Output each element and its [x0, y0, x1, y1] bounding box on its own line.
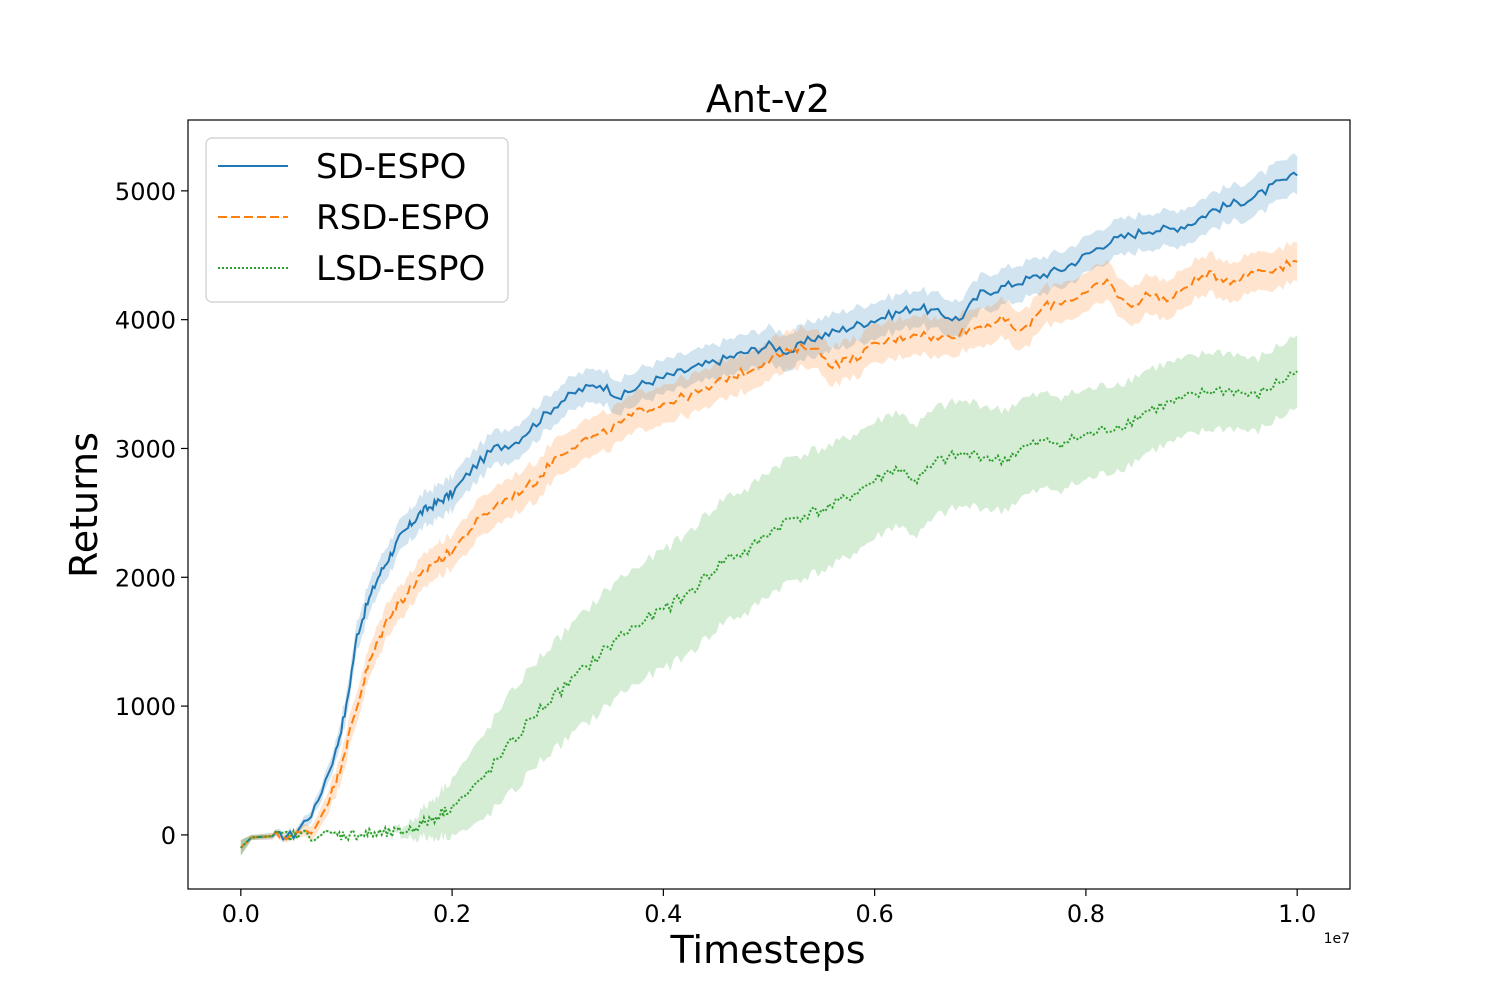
band-sd-espo — [240, 153, 1298, 856]
legend: SD-ESPO RSD-ESPO LSD-ESPO — [205, 137, 509, 303]
legend-box — [205, 137, 509, 303]
x-axis-title: Timesteps — [670, 928, 866, 972]
x-tick-label: 1.0 — [1278, 900, 1316, 928]
band-rsd-espo — [240, 241, 1298, 856]
y-axis-ticks: 0 1000 2000 3000 4000 5000 — [115, 178, 188, 850]
x-tick-label: 0.6 — [856, 900, 894, 928]
y-tick-label: 4000 — [115, 307, 176, 335]
plot-frame — [187, 119, 1351, 890]
x-tick-label: 0.2 — [433, 900, 471, 928]
series-line-lsd-espo — [240, 370, 1298, 849]
legend-label-sd-espo: SD-ESPO — [316, 147, 466, 187]
x-tick-label: 0.4 — [644, 900, 682, 928]
y-tick-label: 0 — [161, 822, 176, 850]
series-line-rsd-espo — [240, 258, 1298, 849]
x-axis-ticks: 0.0 0.2 0.4 0.6 0.8 1.0 — [222, 889, 1316, 928]
y-tick-label: 2000 — [115, 564, 176, 592]
legend-label-rsd-espo: RSD-ESPO — [316, 198, 490, 238]
confidence-bands — [240, 153, 1298, 856]
band-lsd-espo — [240, 335, 1298, 856]
legend-label-lsd-espo: LSD-ESPO — [316, 249, 485, 289]
x-tick-label: 0.8 — [1067, 900, 1105, 928]
series-lines — [240, 171, 1298, 849]
x-axis-offset-label: 1e7 — [1324, 931, 1350, 947]
y-tick-label: 1000 — [115, 693, 176, 721]
y-axis-title: Returns — [62, 432, 106, 578]
y-tick-label: 5000 — [115, 178, 176, 206]
x-tick-label: 0.0 — [222, 900, 260, 928]
chart-title: Ant-v2 — [706, 77, 830, 121]
y-tick-label: 3000 — [115, 435, 176, 463]
series-line-sd-espo — [240, 171, 1298, 849]
